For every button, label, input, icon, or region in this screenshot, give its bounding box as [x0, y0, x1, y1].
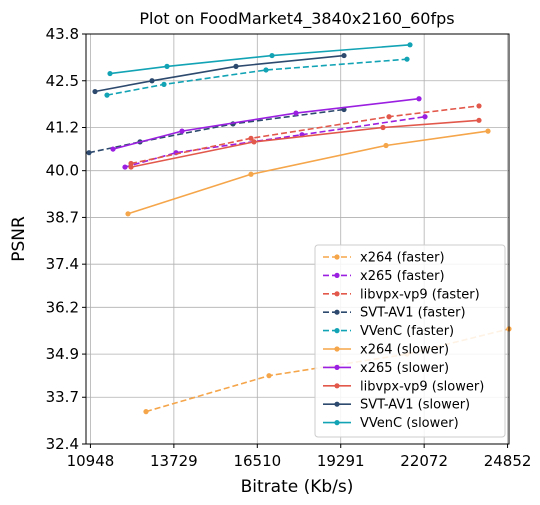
series-libvpx-vp9-faster	[128, 103, 482, 167]
legend-swatch-marker	[334, 254, 340, 260]
series-line	[127, 130, 489, 215]
x-tick-label: 24852	[484, 452, 532, 470]
data-point	[179, 128, 185, 134]
data-point	[422, 114, 428, 120]
series-line	[109, 44, 411, 75]
legend-label: libvpx-vp9 (slower)	[360, 379, 484, 394]
y-tick-label: 32.4	[46, 435, 79, 453]
y-tick-label: 37.4	[46, 255, 79, 273]
data-point	[341, 52, 347, 59]
legend-swatch-marker	[334, 309, 340, 315]
data-point	[380, 124, 386, 131]
x-axis-label: Bitrate (Kb/s)	[241, 477, 354, 497]
legend-label: VVenC (faster)	[360, 324, 454, 339]
series-x265-slower	[110, 96, 422, 152]
plot-frame	[85, 33, 510, 445]
y-tick-label: 33.7	[46, 388, 79, 406]
legend-label: x264 (slower)	[360, 343, 449, 358]
y-tick-label: 43.8	[46, 25, 79, 43]
data-point	[293, 110, 299, 116]
data-point	[86, 150, 92, 156]
data-point	[266, 373, 272, 379]
x-tick-label: 10948	[67, 452, 115, 470]
legend-swatch-marker	[334, 420, 340, 426]
data-point	[149, 78, 155, 84]
y-tick-label: 42.5	[46, 72, 79, 90]
data-point	[476, 103, 482, 109]
legend-label: x264 (faster)	[360, 251, 445, 266]
series-vvenc-faster	[104, 56, 410, 98]
series-line	[130, 105, 480, 165]
legend-swatch-marker	[334, 383, 340, 389]
legend-swatch-marker	[334, 328, 340, 334]
data-point	[416, 96, 422, 102]
y-tick-label: 41.2	[46, 119, 79, 137]
x-tick-label: 22072	[400, 452, 448, 470]
data-point	[404, 56, 410, 62]
data-point	[128, 160, 134, 167]
series-svt-av1-faster	[86, 106, 347, 156]
data-point	[125, 211, 131, 217]
legend-label: x265 (slower)	[360, 361, 449, 376]
data-point	[233, 63, 239, 69]
data-point	[122, 164, 128, 170]
legend: x264 (faster) x265 (faster) libvpx-vp9 (fa…	[314, 244, 506, 438]
legend-swatch-marker	[334, 401, 340, 407]
y-axis-label: PSNR	[9, 216, 29, 262]
axis-ticks: 10948 13729 16510 19291 22072 24852 32.4 33.7 34…	[46, 25, 532, 470]
data-point	[269, 52, 275, 59]
legend-box	[314, 244, 506, 438]
data-point	[485, 128, 491, 134]
data-point	[143, 409, 149, 415]
x-tick-label: 13729	[150, 452, 198, 470]
data-point	[92, 88, 98, 95]
data-point	[161, 81, 167, 87]
grid	[86, 33, 509, 445]
y-tick-label: 38.7	[46, 208, 79, 226]
data-point	[104, 92, 110, 98]
data-point	[128, 164, 134, 170]
legend-label: SVT-AV1 (faster)	[360, 306, 466, 321]
data-point	[386, 114, 392, 120]
legend-label: VVenC (slower)	[360, 416, 459, 431]
data-point	[248, 171, 254, 177]
data-point	[107, 70, 113, 77]
series-vvenc-slower	[107, 42, 413, 77]
legend-swatch-marker	[334, 364, 340, 370]
series-line	[88, 108, 345, 154]
legend-label: x265 (faster)	[360, 269, 445, 284]
y-tick-label: 34.9	[46, 345, 79, 363]
data-point	[383, 142, 389, 149]
series-svt-av1-slower	[92, 52, 347, 95]
series-line	[106, 58, 408, 96]
data-point	[263, 67, 269, 73]
series-libvpx-vp9-slower	[128, 117, 482, 170]
data-point	[476, 117, 482, 123]
chart-title: Plot on FoodMarket4_3840x2160_60fps	[139, 9, 454, 29]
legend-label: SVT-AV1 (slower)	[360, 398, 470, 413]
legend-swatch-marker	[334, 272, 340, 278]
legend-swatch-marker	[334, 346, 340, 352]
data-point	[248, 135, 254, 141]
x-tick-label: 19291	[317, 452, 365, 470]
series-x264-slower	[125, 128, 491, 217]
series-line	[130, 119, 480, 168]
series-line	[94, 54, 345, 93]
legend-swatch-marker	[334, 291, 340, 297]
y-tick-label: 36.2	[46, 298, 79, 316]
data-point	[251, 139, 257, 145]
x-tick-label: 16510	[233, 452, 281, 470]
y-tick-label: 40.0	[46, 162, 79, 180]
data-point	[407, 42, 413, 48]
series-x265-faster	[122, 114, 428, 170]
data-point	[110, 146, 116, 152]
legend-label: libvpx-vp9 (faster)	[360, 287, 480, 302]
data-point	[164, 63, 170, 69]
series-line	[112, 97, 420, 150]
